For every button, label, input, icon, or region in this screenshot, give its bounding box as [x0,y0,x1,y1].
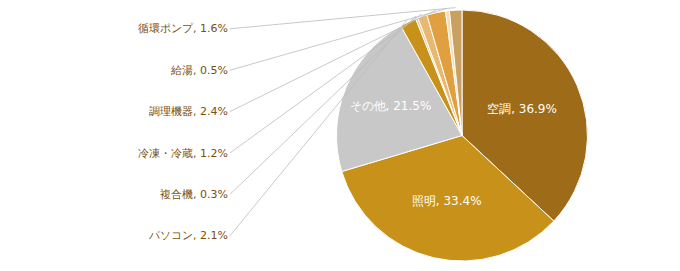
svg-text:照明, 33.4%: 照明, 33.4% [412,194,482,208]
svg-text:複合機, 0.3%: 複合機, 0.3% [160,188,228,201]
svg-text:調理機器, 2.4%: 調理機器, 2.4% [149,105,228,118]
svg-text:空調, 36.9%: 空調, 36.9% [487,102,557,116]
svg-text:給湯, 0.5%: 給湯, 0.5% [170,64,228,77]
svg-text:循環ポンプ, 1.6%: 循環ポンプ, 1.6% [138,22,228,35]
svg-text:その他, 21.5%: その他, 21.5% [350,99,432,113]
svg-text:パソコン, 2.1%: パソコン, 2.1% [148,229,228,242]
svg-text:冷凍・冷蔵, 1.2%: 冷凍・冷蔵, 1.2% [138,147,228,160]
